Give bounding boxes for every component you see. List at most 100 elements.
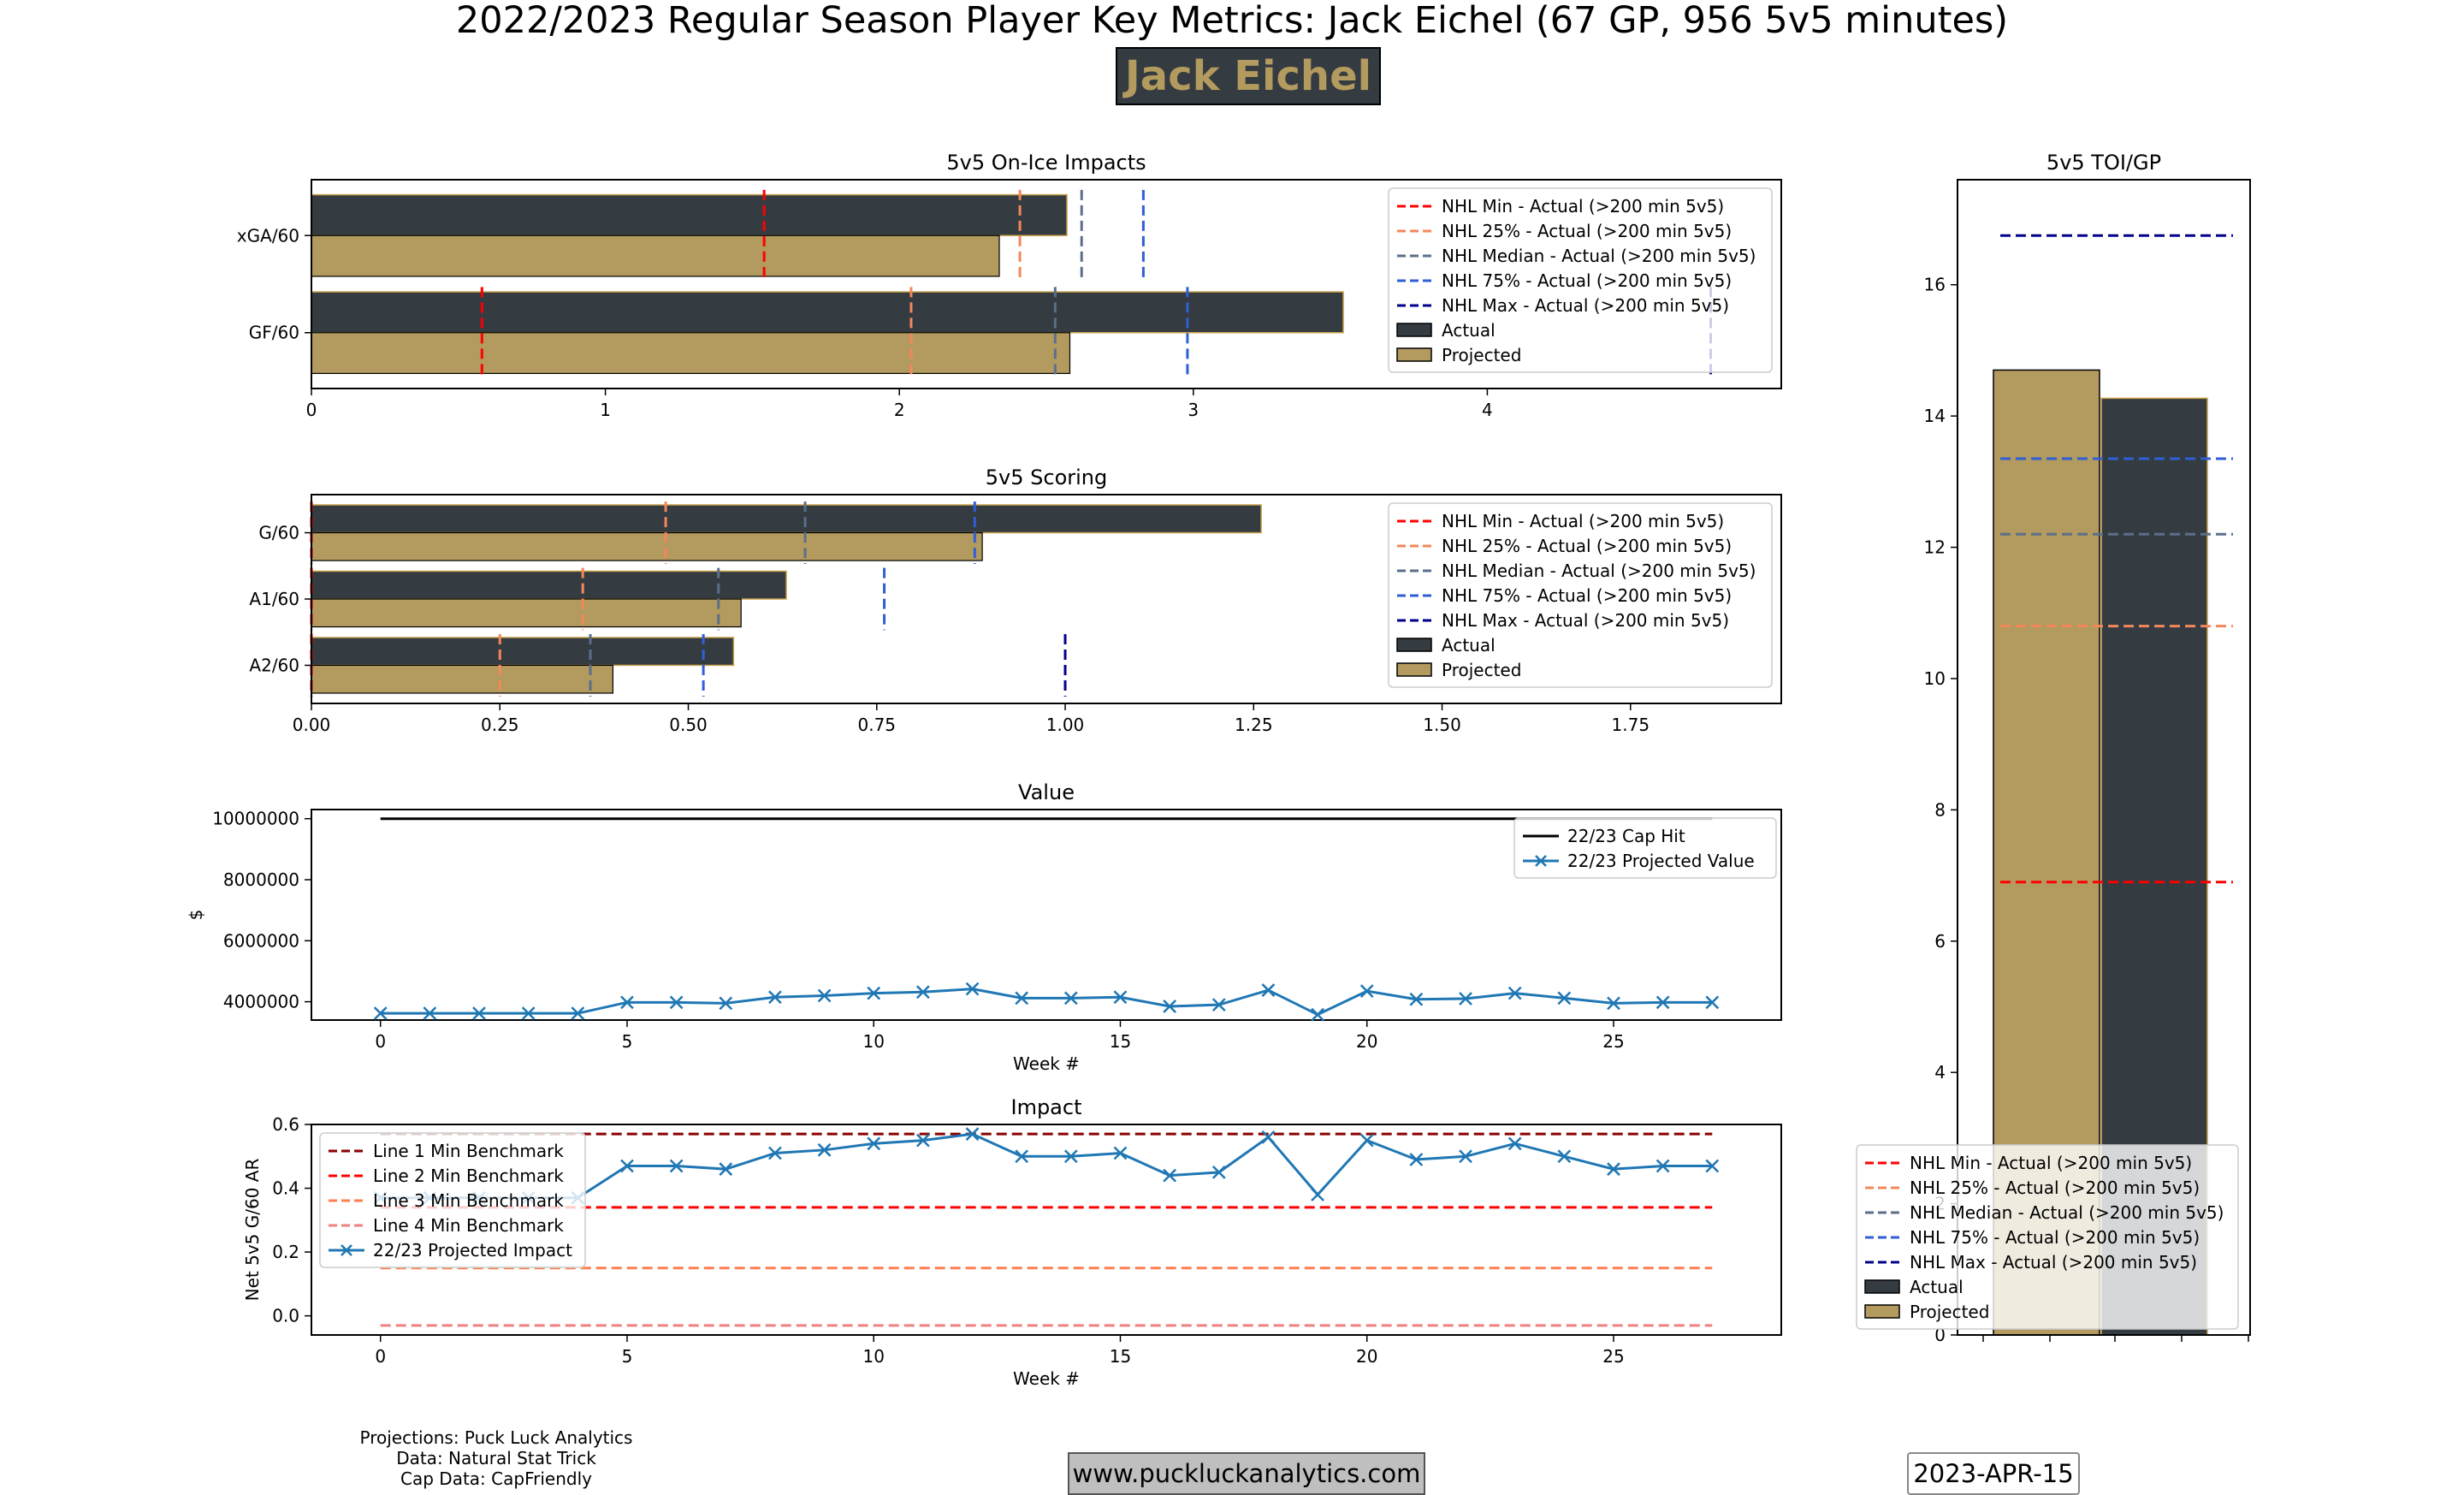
value-legend-label: 22/23 Projected Value	[1567, 851, 1755, 871]
value-series-line	[380, 988, 1713, 1017]
impacts-legend-box	[1388, 187, 1773, 373]
value-point	[472, 1006, 486, 1021]
value-ytick-label: 6000000	[223, 930, 299, 951]
value-point	[373, 1006, 388, 1021]
value-point	[1557, 991, 1572, 1006]
scoring-bar-projected	[311, 598, 742, 628]
value-point	[1359, 984, 1374, 999]
impact-point	[1311, 1188, 1324, 1201]
value-legend-box	[1513, 817, 1777, 879]
impacts-xtick-label: 0	[306, 400, 317, 420]
impact-point	[1507, 1136, 1522, 1151]
impacts-title: 5v5 On-Ice Impacts	[946, 151, 1146, 175]
value-point	[1607, 996, 1620, 1011]
impact-xtick-label: 20	[1356, 1346, 1377, 1367]
scoring-legend-label: NHL Min - Actual (>200 min 5v5)	[1442, 511, 1724, 531]
player-name-badge: Jack Eichel	[1116, 47, 1381, 105]
scoring-xtick-label: 1.75	[1612, 715, 1650, 735]
toi-ytick-label: 12	[1924, 537, 1946, 558]
value-point	[867, 986, 881, 1000]
value-point	[620, 995, 634, 1010]
scoring-bar-projected	[311, 664, 614, 694]
value-point	[1261, 983, 1276, 997]
footer-credits: Projections: Puck Luck Analytics Data: N…	[325, 1427, 667, 1489]
impact-point	[1015, 1149, 1029, 1164]
impact-point	[1163, 1168, 1177, 1183]
toi-frame	[1957, 179, 2251, 1336]
toi-legend-label: Actual	[1910, 1277, 1964, 1297]
toi-ytick-label: 4	[1934, 1062, 1946, 1083]
impacts-legend-label: NHL Max - Actual (>200 min 5v5)	[1442, 295, 1729, 316]
scoring-legend-swatch	[1396, 638, 1432, 652]
impact-point	[1409, 1153, 1424, 1166]
impacts-legend-label: NHL Median - Actual (>200 min 5v5)	[1442, 246, 1756, 266]
toi-ytick-label: 14	[1924, 406, 1946, 426]
website-label[interactable]: www.puckluckanalytics.com	[1068, 1452, 1425, 1495]
toi-legend-swatch	[1864, 1279, 1900, 1294]
value-point	[1211, 998, 1226, 1012]
value-xtick-label: 5	[622, 1031, 633, 1052]
toi-legend-label: NHL Max - Actual (>200 min 5v5)	[1910, 1252, 2197, 1273]
impacts-legend-label: Actual	[1442, 320, 1496, 341]
value-legend-label: 22/23 Cap Hit	[1567, 826, 1685, 846]
impact-point	[1459, 1149, 1472, 1164]
value-xtick-label: 10	[862, 1031, 884, 1052]
impact-point	[1211, 1166, 1226, 1179]
impact-point	[1261, 1130, 1276, 1144]
value-point	[1163, 1000, 1177, 1013]
impact-legend-label: 22/23 Projected Impact	[373, 1240, 572, 1261]
impact-xtick-label: 10	[862, 1346, 884, 1367]
scoring-xtick-label: 0.75	[858, 715, 897, 735]
value-point	[1507, 986, 1522, 1000]
scoring-bar-projected	[311, 531, 983, 561]
toi-ytick-label: 8	[1934, 799, 1946, 820]
impact-point	[1113, 1146, 1128, 1160]
impact-legend-box	[319, 1132, 586, 1268]
impact-ytick-label: 0.4	[272, 1178, 299, 1199]
impact-xlabel: Week #	[1013, 1368, 1080, 1389]
impacts-bar-projected	[311, 234, 1000, 277]
impact-ytick-label: 0.6	[272, 1114, 299, 1135]
scoring-bar-actual	[311, 637, 735, 667]
page-title: 2022/2023 Regular Season Player Key Metr…	[455, 0, 2009, 42]
value-point	[817, 988, 832, 1003]
toi-legend-label: NHL 75% - Actual (>200 min 5v5)	[1910, 1227, 2200, 1248]
impact-point	[719, 1162, 733, 1177]
impact-point	[620, 1159, 634, 1173]
value-xtick-label: 0	[375, 1031, 386, 1052]
scoring-legend-label: NHL Max - Actual (>200 min 5v5)	[1442, 610, 1729, 631]
impacts-legend-swatch	[1396, 347, 1432, 362]
value-point	[965, 982, 980, 996]
value-point	[521, 1006, 536, 1021]
scoring-bar-actual	[311, 570, 787, 600]
value-point	[1459, 992, 1472, 1006]
impacts-xtick-label: 2	[894, 400, 905, 420]
impact-point	[1359, 1133, 1374, 1148]
impact-series-line	[380, 1132, 1713, 1200]
impacts-xtick-label: 4	[1482, 400, 1493, 420]
value-xtick-label: 15	[1110, 1031, 1131, 1052]
value-ylabel: $	[186, 910, 206, 921]
impact-point	[915, 1133, 930, 1148]
scoring-legend-label: Projected	[1442, 660, 1521, 680]
scoring-legend-label: NHL 75% - Actual (>200 min 5v5)	[1442, 585, 1732, 606]
impact-point	[768, 1146, 782, 1160]
value-point	[1656, 995, 1670, 1010]
impacts-bar-projected	[311, 332, 1071, 375]
impact-title: Impact	[1010, 1095, 1081, 1119]
chart-value: Value 0 5 10 15 20 25 4000000 6000000 8000000 1000…	[186, 780, 1782, 1074]
date-label: 2023-APR-15	[1907, 1452, 2080, 1495]
value-point	[1409, 992, 1424, 1006]
impact-legend-label: Line 2 Min Benchmark	[373, 1166, 564, 1186]
impact-legend-label: Line 1 Min Benchmark	[373, 1141, 564, 1161]
impacts-xtick-label: 3	[1188, 400, 1199, 420]
impact-ylabel: Net 5v5 G/60 AR	[242, 1159, 263, 1302]
scoring-category-label: G/60	[258, 523, 299, 543]
value-point	[423, 1006, 437, 1021]
impact-point	[1705, 1159, 1720, 1173]
impact-point	[1063, 1149, 1078, 1164]
impact-legend-label: Line 3 Min Benchmark	[373, 1190, 564, 1211]
toi-legend-swatch	[1864, 1304, 1900, 1319]
toi-legend-label: Projected	[1910, 1302, 1989, 1322]
impacts-bar-actual	[311, 193, 1068, 237]
